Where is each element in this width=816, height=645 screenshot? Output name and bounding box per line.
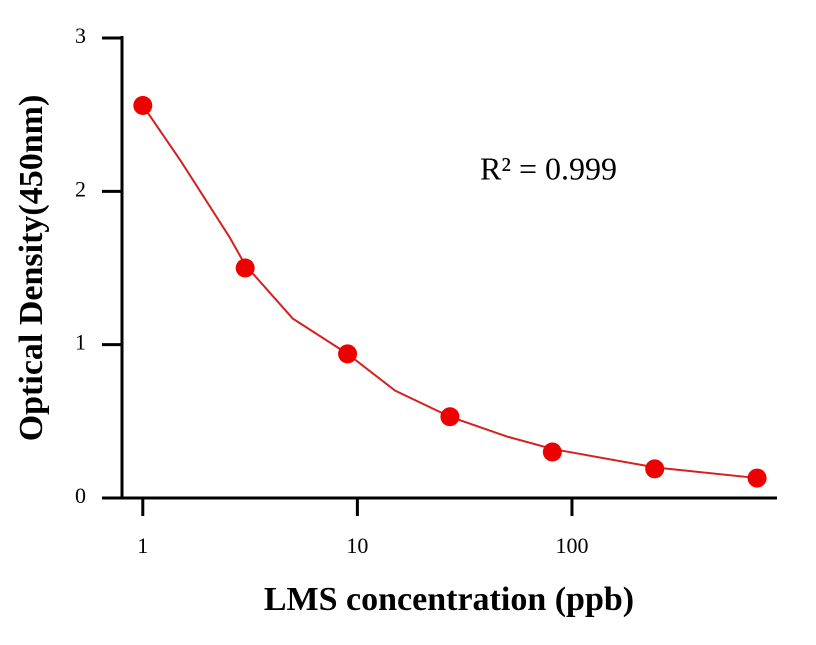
x-axis-title: LMS concentration (ppb) bbox=[264, 581, 634, 618]
point bbox=[440, 407, 460, 427]
point bbox=[747, 468, 767, 488]
point bbox=[133, 95, 153, 115]
annotation: R² = 0.999 bbox=[480, 150, 617, 186]
fit-curve bbox=[141, 104, 758, 480]
y-tick-label: 0 bbox=[75, 483, 86, 508]
x-tick-label: 1 bbox=[137, 533, 148, 558]
point bbox=[645, 459, 665, 479]
y-tick-label: 1 bbox=[75, 330, 86, 355]
x-tick-label: 10 bbox=[346, 533, 368, 558]
y-axis-title: Optical Density(450nm) bbox=[13, 95, 50, 442]
point bbox=[542, 442, 562, 462]
x-tick-label: 100 bbox=[555, 533, 588, 558]
y-tick-label: 3 bbox=[75, 23, 86, 48]
y-tick-label: 2 bbox=[75, 176, 86, 201]
point bbox=[338, 344, 358, 364]
point bbox=[235, 258, 255, 278]
